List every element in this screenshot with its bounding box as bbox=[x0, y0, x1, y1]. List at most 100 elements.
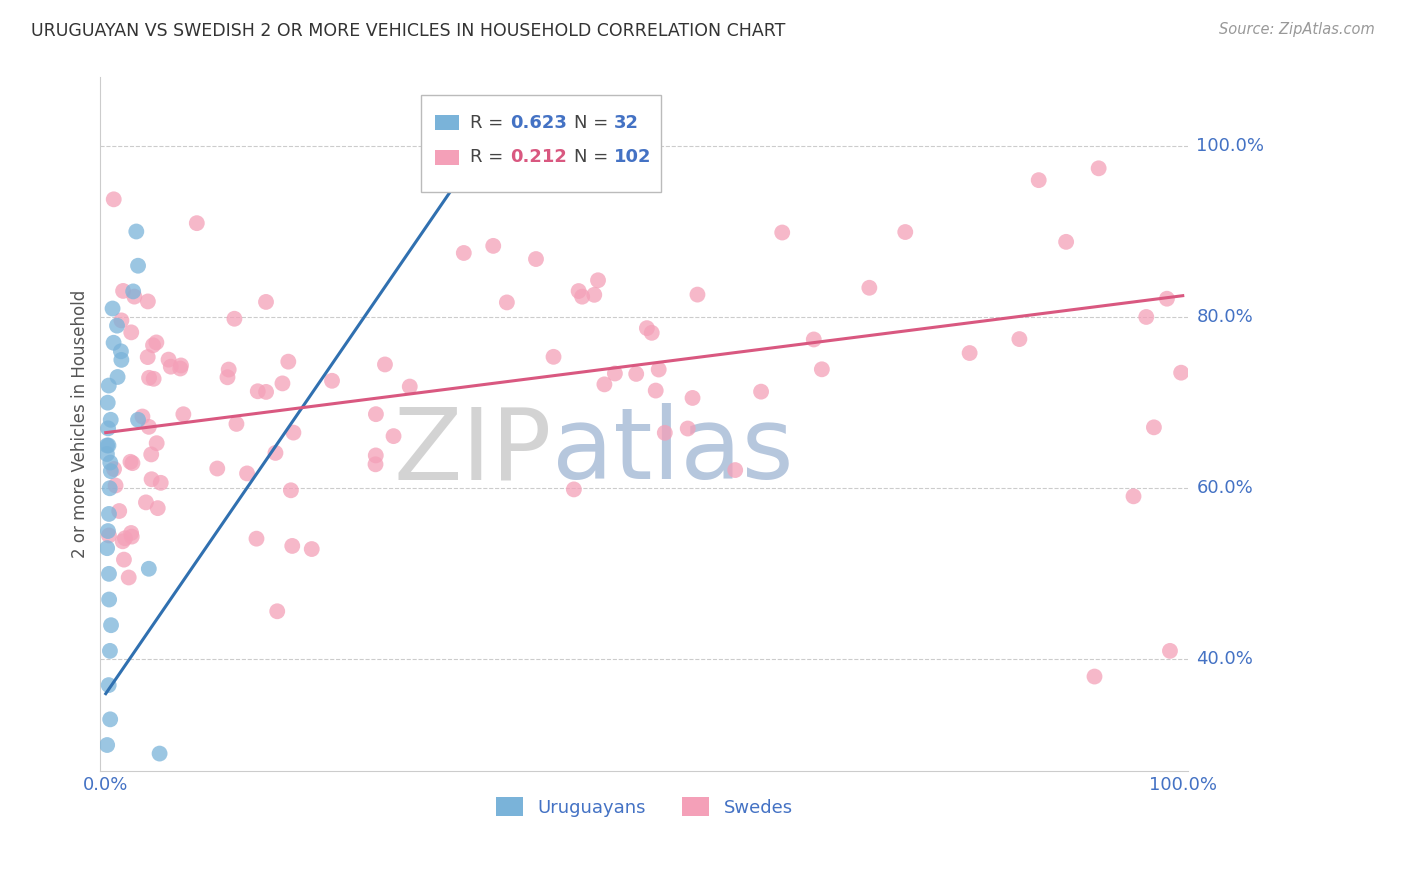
Point bbox=[149, 475, 172, 490]
Point bbox=[654, 425, 676, 440]
Point bbox=[124, 290, 146, 304]
Point bbox=[496, 295, 519, 310]
Point bbox=[218, 362, 240, 376]
Point bbox=[101, 301, 124, 316]
Point bbox=[321, 374, 343, 388]
Point bbox=[97, 378, 120, 392]
Point bbox=[145, 335, 167, 350]
Point bbox=[641, 326, 664, 340]
Point bbox=[1143, 420, 1166, 434]
Point bbox=[98, 592, 121, 607]
Point bbox=[724, 463, 747, 477]
Text: 0.212: 0.212 bbox=[510, 148, 567, 166]
Point bbox=[100, 618, 122, 632]
Point bbox=[97, 678, 120, 692]
Point bbox=[364, 458, 387, 472]
Point bbox=[264, 446, 287, 460]
Text: 100.0%: 100.0% bbox=[1197, 136, 1264, 155]
Point bbox=[364, 407, 387, 421]
Text: URUGUAYAN VS SWEDISH 2 OR MORE VEHICLES IN HOUSEHOLD CORRELATION CHART: URUGUAYAN VS SWEDISH 2 OR MORE VEHICLES … bbox=[31, 22, 786, 40]
Point bbox=[98, 644, 121, 658]
Point bbox=[100, 413, 122, 427]
Point bbox=[1170, 366, 1192, 380]
Point bbox=[803, 333, 825, 347]
Point bbox=[97, 528, 120, 542]
Point bbox=[97, 524, 120, 538]
Text: 60.0%: 60.0% bbox=[1197, 479, 1253, 497]
Point bbox=[138, 420, 160, 434]
Point bbox=[186, 216, 208, 230]
Point bbox=[644, 384, 666, 398]
Point bbox=[1083, 669, 1105, 683]
Point bbox=[159, 359, 181, 374]
Point bbox=[1087, 161, 1109, 176]
Point bbox=[1156, 292, 1178, 306]
Point bbox=[112, 552, 135, 566]
Point bbox=[127, 259, 149, 273]
Point bbox=[686, 287, 709, 301]
Point bbox=[1122, 489, 1144, 503]
Point bbox=[120, 326, 142, 340]
Point bbox=[127, 413, 149, 427]
Text: N =: N = bbox=[574, 113, 613, 131]
Point bbox=[100, 464, 122, 478]
Point bbox=[97, 395, 120, 409]
Point bbox=[103, 335, 125, 350]
Point bbox=[224, 311, 246, 326]
Point bbox=[571, 290, 593, 304]
Point bbox=[636, 321, 658, 335]
Text: 32: 32 bbox=[614, 113, 638, 131]
Point bbox=[120, 526, 142, 541]
Text: 40.0%: 40.0% bbox=[1197, 650, 1253, 668]
Point bbox=[682, 391, 704, 405]
Text: atlas: atlas bbox=[551, 403, 793, 500]
Point bbox=[524, 252, 547, 266]
Point bbox=[217, 370, 239, 384]
FancyBboxPatch shape bbox=[422, 95, 661, 192]
Bar bbox=[436, 115, 460, 130]
Point bbox=[246, 384, 269, 399]
Point bbox=[583, 288, 606, 302]
Point bbox=[141, 472, 163, 486]
Point bbox=[562, 483, 585, 497]
Point bbox=[1135, 310, 1157, 324]
Point bbox=[254, 384, 277, 399]
Point bbox=[959, 346, 981, 360]
Point bbox=[676, 421, 699, 435]
Point bbox=[97, 421, 120, 435]
Point bbox=[96, 438, 118, 452]
Point bbox=[108, 504, 131, 518]
Point bbox=[1008, 332, 1031, 346]
Point bbox=[453, 246, 475, 260]
Text: 0.623: 0.623 bbox=[510, 113, 567, 131]
Point bbox=[271, 376, 294, 391]
Point bbox=[103, 192, 125, 206]
Point bbox=[142, 338, 165, 352]
Point bbox=[283, 425, 305, 440]
Point bbox=[1054, 235, 1077, 249]
Point bbox=[301, 542, 323, 557]
Point bbox=[398, 379, 420, 393]
Point bbox=[568, 284, 591, 298]
Text: R =: R = bbox=[470, 113, 509, 131]
Point bbox=[586, 273, 609, 287]
Point bbox=[121, 456, 143, 470]
Point bbox=[105, 318, 128, 333]
Point bbox=[110, 344, 132, 359]
Point bbox=[121, 530, 143, 544]
Point bbox=[254, 294, 277, 309]
Point bbox=[1159, 644, 1181, 658]
Text: R =: R = bbox=[470, 148, 509, 166]
Point bbox=[136, 294, 159, 309]
Point bbox=[98, 712, 121, 726]
Point bbox=[543, 350, 565, 364]
Point bbox=[647, 362, 669, 376]
Point bbox=[141, 447, 163, 461]
Point bbox=[146, 501, 169, 516]
Point bbox=[111, 534, 134, 549]
Legend: Uruguayans, Swedes: Uruguayans, Swedes bbox=[489, 790, 800, 824]
Point bbox=[374, 358, 396, 372]
Text: ZIP: ZIP bbox=[394, 403, 551, 500]
Point bbox=[364, 449, 387, 463]
Point bbox=[98, 481, 121, 495]
